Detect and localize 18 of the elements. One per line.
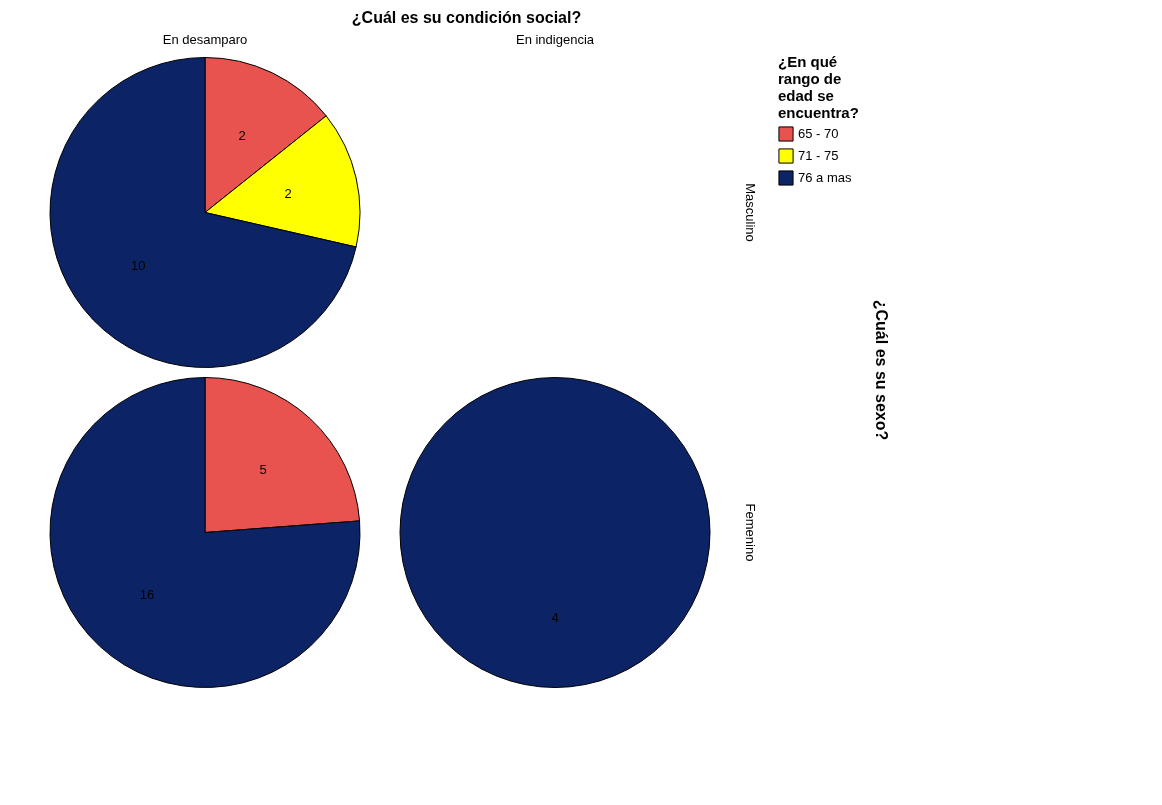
chart-title: ¿Cuál es su condición social?	[351, 9, 582, 26]
data-label: 2	[284, 185, 292, 201]
data-label: 5	[259, 462, 267, 478]
pie-slice	[49, 377, 361, 688]
text: Femenino	[743, 503, 758, 562]
legend-title: ¿En qué rango de edad se encuentra?	[778, 53, 859, 121]
data-label: 16	[139, 586, 155, 602]
text: Masculino	[743, 183, 758, 242]
data-label: 2	[238, 127, 246, 143]
text: ¿Cuál es su sexo?	[873, 299, 890, 441]
legend-label: 76 a mas	[798, 170, 852, 185]
legend-label: 71 - 75	[798, 148, 839, 163]
pie-slice	[49, 57, 357, 368]
legend-label: 65 - 70	[798, 126, 839, 141]
text: En desamparo	[162, 32, 248, 47]
data-label: 4	[551, 609, 559, 625]
data-label: 10	[131, 257, 146, 273]
text: En indigencia	[515, 32, 595, 47]
